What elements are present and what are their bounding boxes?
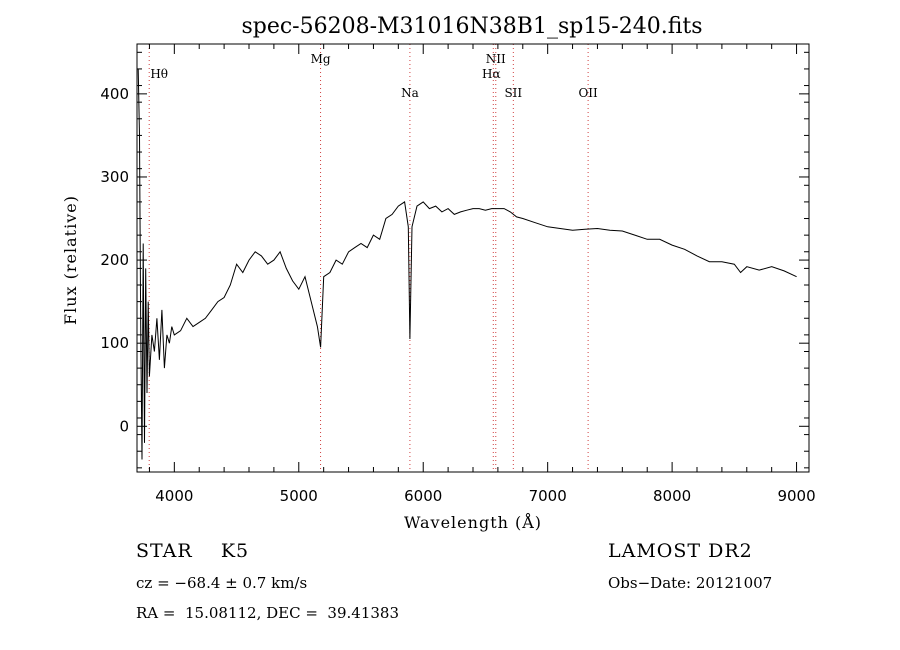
survey-name: LAMOST DR2: [608, 540, 753, 562]
plot-frame: [136, 43, 810, 473]
y-tick-label: 300: [100, 168, 129, 186]
line-label: Mg: [311, 52, 331, 66]
y-tick-label: 100: [100, 334, 129, 352]
y-tick-label: 400: [100, 85, 129, 103]
chart-title: spec-56208-M31016N38B1_sp15-240.fits: [241, 14, 702, 39]
redshift-text: cz = −68.4 ± 0.7 km/s: [136, 574, 308, 592]
spectrum-line: [137, 68, 797, 460]
x-tick-label: 7000: [529, 487, 567, 505]
line-label: Hθ: [150, 67, 168, 81]
y-axis-label: Flux (relative): [61, 195, 80, 325]
line-label: OII: [578, 86, 598, 100]
object-class: STAR K5: [136, 540, 250, 562]
ra-dec-text: RA = 15.08112, DEC = 39.41383: [136, 604, 400, 622]
x-axis-label: Wavelength (Å): [404, 512, 542, 532]
x-tick-label: 4000: [155, 487, 193, 505]
x-tick-label: 5000: [280, 487, 318, 505]
line-label: Hα: [482, 67, 501, 81]
line-label: NII: [486, 52, 506, 66]
y-axis: 0 100 200 300 400: [100, 51, 809, 469]
line-label: Na: [401, 86, 419, 100]
x-tick-label: 9000: [777, 487, 815, 505]
x-tick-label: 6000: [404, 487, 442, 505]
x-tick-label: 8000: [653, 487, 691, 505]
obs-date: Obs−Date: 20121007: [608, 574, 773, 592]
line-label: SII: [504, 86, 522, 100]
y-tick-label: 200: [100, 251, 129, 269]
x-axis: 4000 5000 6000 7000 8000 9000: [148, 44, 816, 505]
y-tick-label: 0: [119, 417, 129, 435]
